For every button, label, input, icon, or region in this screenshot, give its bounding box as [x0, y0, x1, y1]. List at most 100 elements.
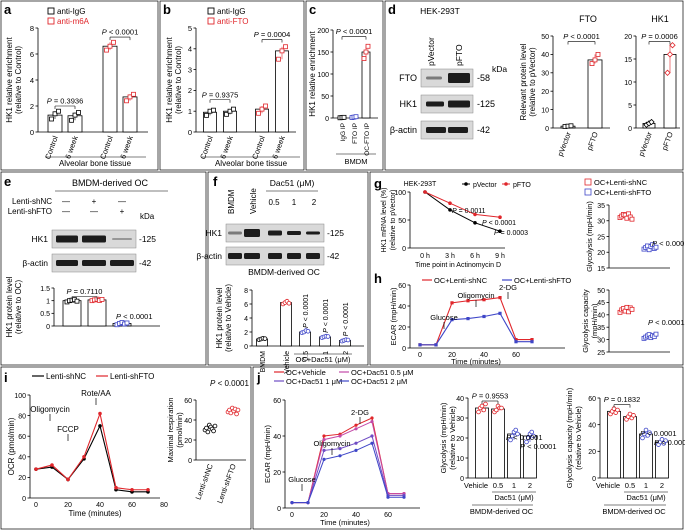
panel-d-fto-y-tick-label-1: 10 [541, 107, 549, 114]
panel-f-band-kda-1: -42 [327, 251, 340, 261]
panel-g-x-label-3: 9 h [495, 253, 505, 260]
panel-j-glyco-point-2-3 [513, 427, 519, 433]
panel-d-hk1-y-tick-label-3: 15 [624, 57, 632, 64]
panel-j-injection-0: Glucose [288, 475, 316, 484]
panel-b-x-label-2: Control [250, 134, 267, 160]
panel-d-blot-1-band-0 [426, 101, 444, 107]
panel-c-y-tick-label-1: 50 [321, 94, 329, 101]
panel-h-x-tick-label-3: 60 [512, 352, 520, 359]
panel-j-glyco-point-0-2 [479, 403, 485, 409]
panel-g-right-point-1-7 [653, 244, 659, 250]
panel-i-y-tick-label-0: 0 [22, 496, 26, 503]
panel-b-point-2-2 [263, 103, 268, 109]
panel-b-y-tick-label-0: 0 [188, 128, 192, 137]
panel-b-point-3-1 [279, 48, 285, 54]
panel-g-y-tick-label-0: 0 [402, 246, 406, 253]
panel-a-legend-label-0: anti-IgG [57, 7, 85, 16]
panel-g-right-legend-swatch-0 [584, 178, 592, 186]
panel-a-point-3-0 [124, 98, 129, 104]
panel-d-blot-1-membrane [420, 94, 474, 114]
panel-i-y-tick-label-3: 60 [18, 434, 26, 441]
panel-f-bar-point-4-3 [345, 337, 351, 343]
panel-a-point-2-2 [111, 39, 116, 45]
panel-d-hk1-y-tick-label-4: 20 [624, 34, 632, 41]
panel-i-marker-1-0 [34, 467, 38, 471]
panel-d-band-name-1: HK1 [399, 99, 417, 109]
panel-j-capacity-x-label-0: Vehicle [596, 481, 620, 490]
panel-e-band-kda-0: -125 [139, 234, 156, 244]
panel-e-blot-0-band-0 [56, 235, 78, 243]
panel-j-series-1 [292, 420, 404, 504]
panel-d-fto-y-tick-label-5: 50 [541, 34, 549, 41]
panel-j-x-tick-label-0: 0 [290, 512, 294, 519]
frame-b [159, 0, 305, 171]
panel-j-marker-1-2 [322, 438, 326, 442]
panel-i-right-point-0-2 [205, 429, 211, 435]
panel-h-marker-0-5 [498, 296, 502, 300]
panel-h-marker-1-1 [434, 343, 438, 347]
panel-g-legend-label-1: pFTO [513, 182, 531, 189]
panel-b-point-0-2 [211, 107, 216, 113]
panel-i-right-y-tick-label-2: 40 [184, 418, 192, 425]
panel-j-glyco-point-3-0 [524, 439, 529, 445]
panel-j-injection-2: 2-DG [351, 408, 369, 417]
panel-g-right-y-tick-label-0: 15 [597, 266, 605, 273]
panel-g-pval-1: P < 0.0001 [482, 220, 516, 227]
panel-j-capacity-point-0-4 [615, 407, 620, 413]
panel-f-blot-1-band-0 [228, 253, 242, 259]
panel-e-letter: e [4, 174, 11, 189]
panel-i-marker-1-6 [130, 487, 134, 492]
panel-h-marker-0-3 [466, 299, 470, 303]
panel-i-right-pval-0: P < 0.0001 [210, 379, 249, 388]
panel-f-blot-0-band-1 [244, 229, 260, 237]
panel-f-dose-2: 2 [312, 198, 317, 207]
panel-j-capacity-y-tick-label-1: 20 [588, 449, 596, 456]
panel-e-row-label-0: Lenti-shNC [12, 197, 52, 206]
panel-c-y-label-0: HK1 relative enrichment [308, 31, 317, 117]
panel-a-point-3-2 [131, 91, 136, 97]
panel-g-right-y-tick-label-2: 25 [597, 234, 605, 241]
panel-f-blot-0-band-3 [287, 231, 301, 235]
panel-i-x-tick-label-1: 20 [64, 502, 72, 509]
panel-f-blot-1-band-1 [244, 253, 260, 259]
panel-i-y-tick-label-1: 20 [18, 475, 26, 482]
panel-d-blot-0-band-1 [448, 73, 470, 83]
panel-f-bar-x-label-3: 1 [323, 351, 330, 355]
panel-j-glyco-bracket-0-pval: P = 0.9553 [472, 392, 509, 401]
panel-e-bar-point-1-4 [99, 296, 105, 302]
panel-c-group-label: BMDM [345, 157, 368, 166]
panel-g-legend-label-0: pVector [473, 182, 497, 189]
panel-d-fto-bar-1 [587, 59, 603, 129]
panel-d-hk1-bracket-0-pval: P = 0.0006 [641, 32, 678, 41]
panel-g-series-1 [424, 191, 501, 218]
panel-f-blot-1-band-3 [287, 253, 301, 259]
panel-h-injection-1: Oligomycin [457, 291, 494, 300]
panel-d-letter: d [388, 2, 396, 17]
panel-c-point-2-0 [361, 56, 367, 61]
panel-b-letter: b [163, 2, 171, 17]
panel-f-bar-x-label-4: 2 [343, 351, 350, 355]
panel-d-hk1-title: HK1 [651, 14, 669, 24]
panel-i-right-y-tick-label-1: 20 [184, 438, 192, 445]
panel-f-dose-1: 1 [292, 198, 297, 207]
panel-j-capacity-x-label-2: 1 [644, 481, 648, 490]
panel-j-glyco-point-1-4 [499, 405, 504, 411]
panel-d-hk1-y-tick-label-2: 10 [624, 80, 632, 87]
panel-d-fto-y-tick-label-4: 40 [541, 52, 549, 59]
panel-h-y-tick-label-1: 20 [398, 325, 406, 332]
panel-g-marker-0-3 [498, 229, 502, 233]
panel-j-glyco-dose-label: Dac51 (μM) [494, 493, 534, 502]
panel-h-marker-1-4 [482, 314, 486, 319]
panel-a-x-label-1: 6 week [63, 134, 80, 160]
panel-b-group-label: Alveolar bone tissue [215, 159, 288, 168]
panel-j-x-tick-label-1: 20 [320, 512, 328, 519]
panel-e-sign-1-2: + [120, 207, 125, 216]
panel-f-blot-1-band-4 [306, 253, 320, 259]
panel-j-glyco-point-2-0 [508, 437, 513, 443]
panel-i-y-tick-label-5: 100 [14, 393, 26, 400]
panel-h-x-tick-label-1: 20 [448, 352, 456, 359]
panel-j-marker-0-5 [370, 416, 374, 420]
panel-f-footer: BMDM-derived OC [248, 267, 320, 277]
panel-d-fto-y-tick-label-3: 30 [541, 71, 549, 78]
